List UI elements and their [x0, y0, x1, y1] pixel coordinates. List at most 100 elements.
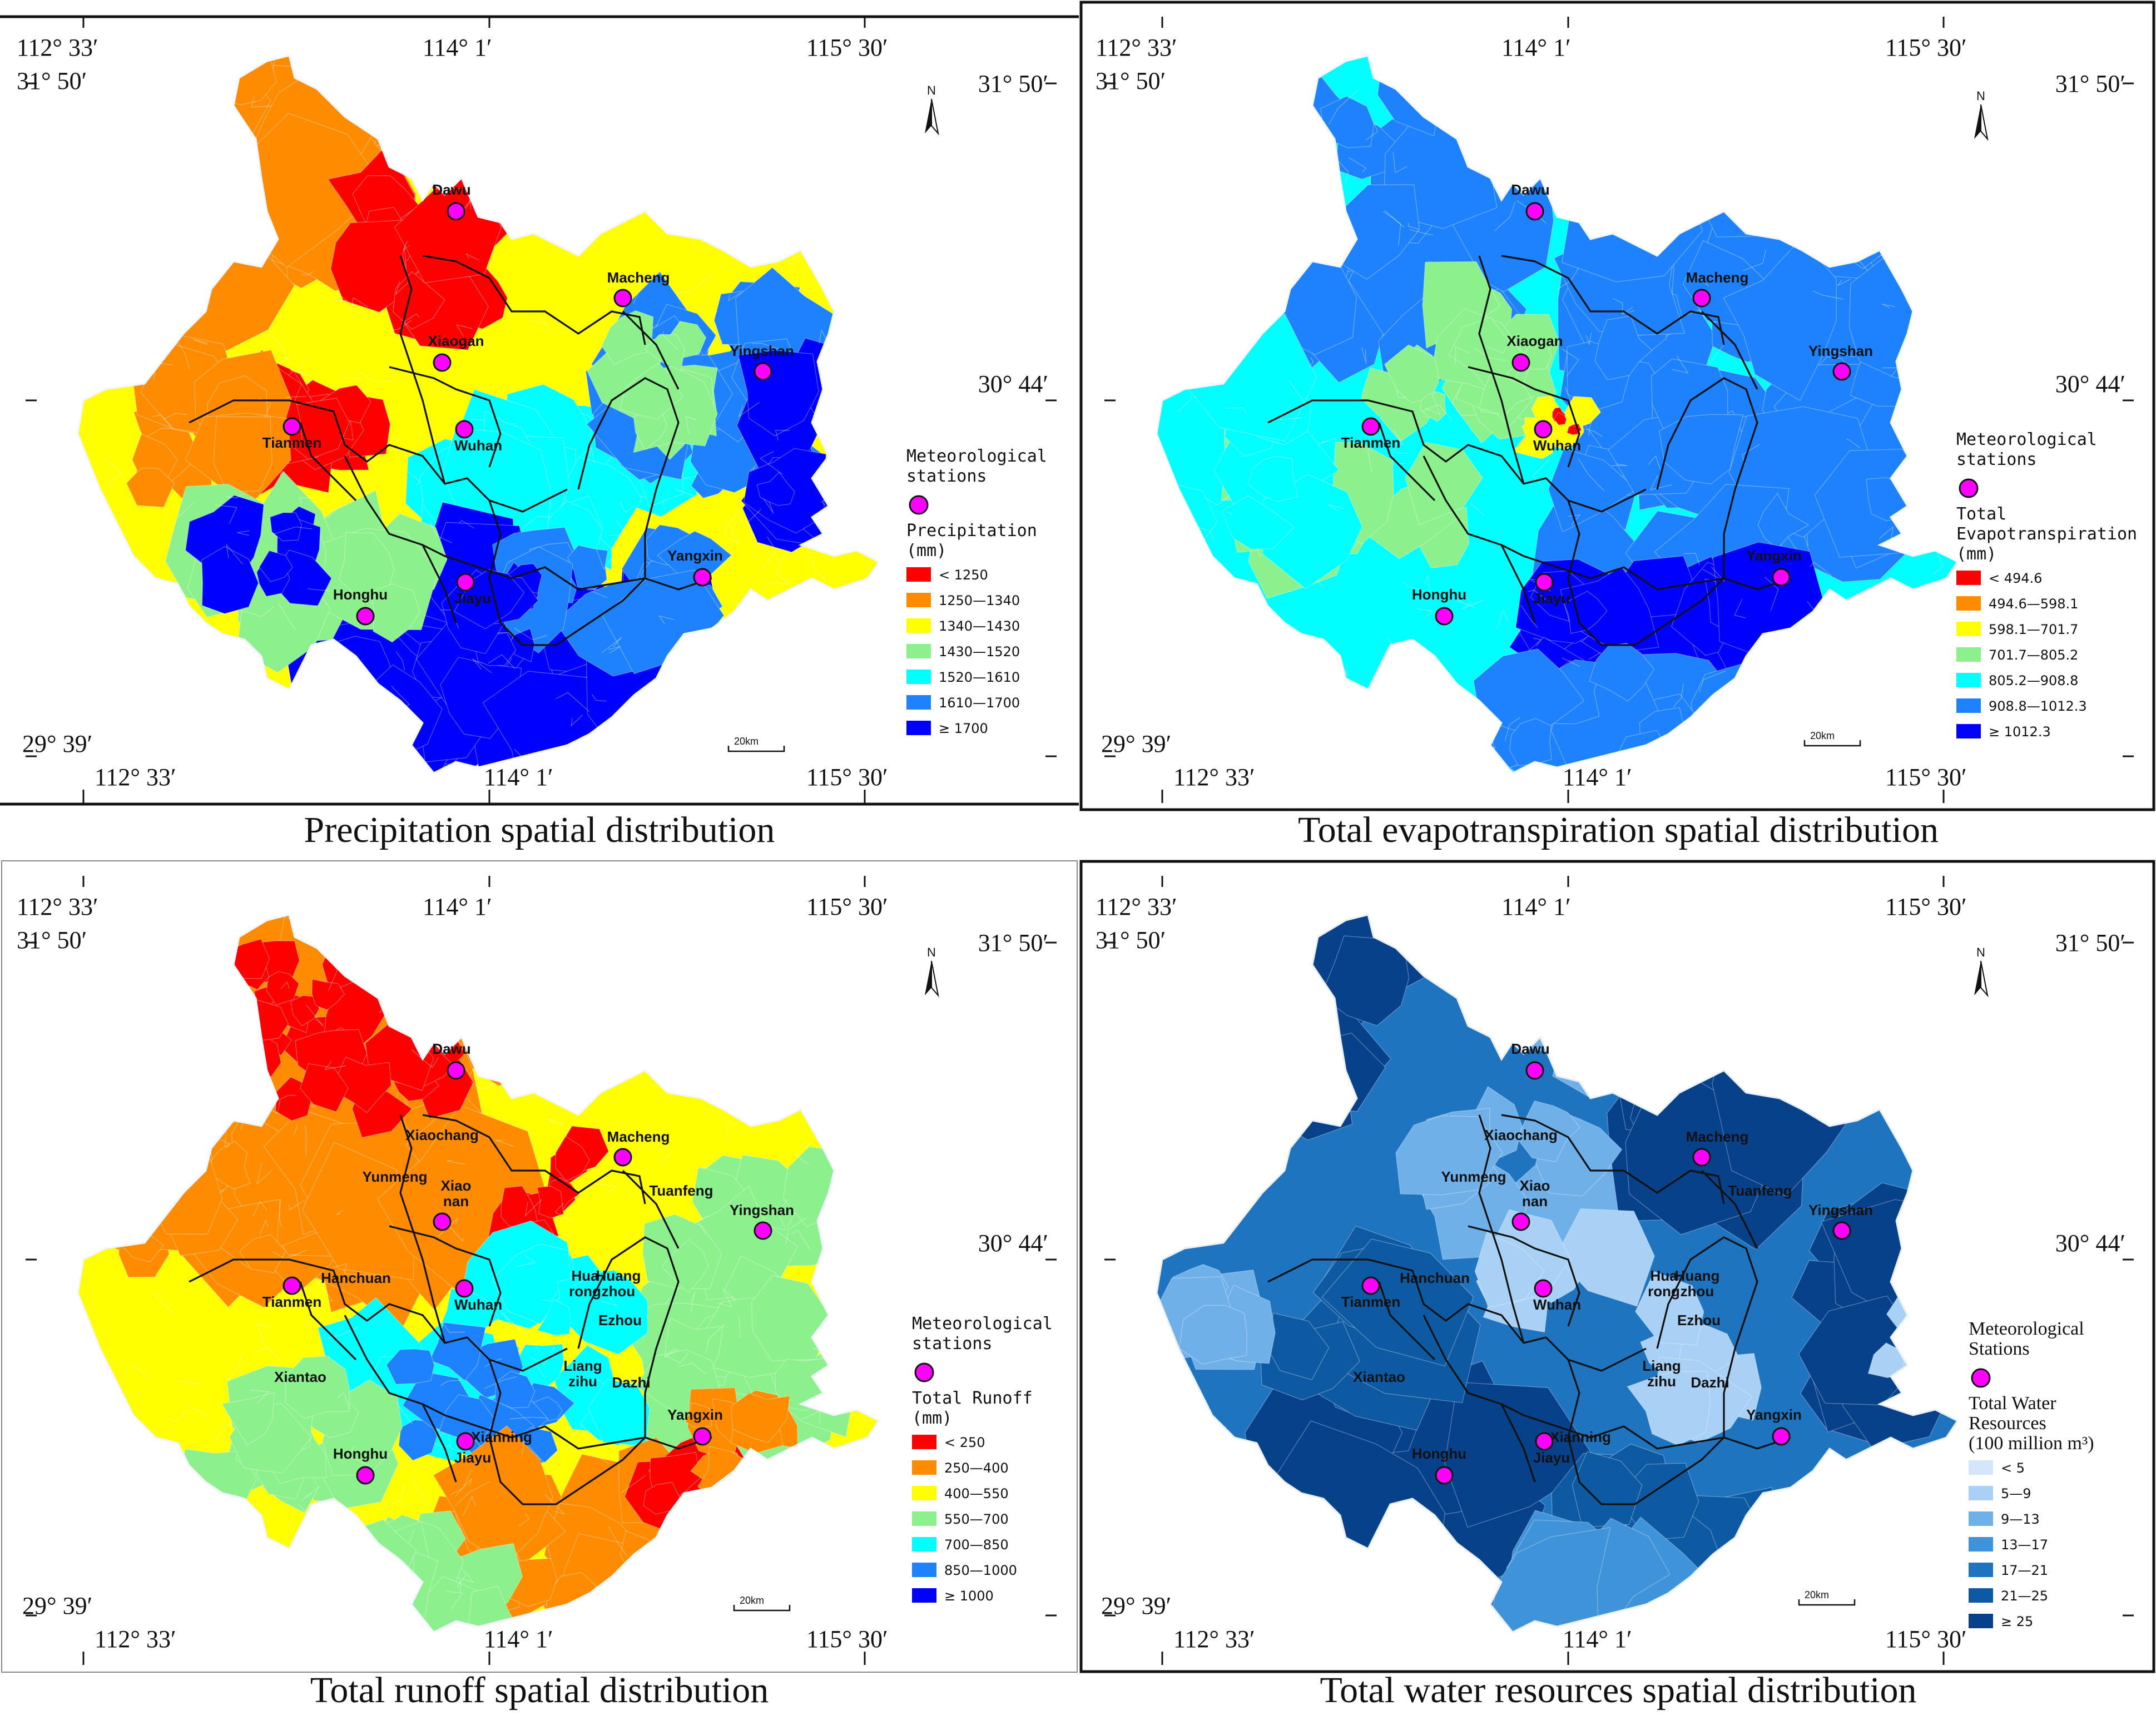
station-legend-marker	[909, 495, 929, 515]
station-marker	[1772, 568, 1791, 587]
legend-item-label: < 250	[944, 1435, 985, 1450]
lat-mid-right-label: 30° 44′	[978, 370, 1048, 398]
station-marker	[1525, 202, 1544, 221]
lat-north-right-label: 31° 50′	[978, 929, 1048, 956]
lon-mid-top-label: 114° 1′	[423, 34, 492, 61]
station-marker	[447, 202, 465, 221]
lon-east-top-label: 115° 30′	[1885, 893, 1967, 920]
basin-map	[77, 54, 880, 774]
station-marker	[754, 362, 772, 381]
legend-item-label: 1340—1430	[939, 618, 1020, 634]
station-label: Honghu	[1412, 1445, 1466, 1462]
legend-swatch	[912, 1537, 936, 1551]
legend-title: (mm)	[912, 1409, 952, 1428]
legend-swatch	[1969, 1486, 1993, 1500]
north-arrow-icon	[925, 960, 939, 998]
legend-swatch	[912, 1563, 936, 1577]
north-arrow-icon	[1974, 104, 1989, 141]
station-marker	[433, 353, 452, 372]
legend-item-label: 494.6—598.1	[1989, 596, 2078, 612]
runoff-map: 112° 33′ 114° 1′ 115° 30′ 112° 33′ 114° 1′ 11…	[1, 860, 1078, 1673]
county-label: Ezhou	[598, 1312, 642, 1329]
legend-swatch	[1969, 1588, 1993, 1603]
station-label: Xiao nan	[1520, 1177, 1550, 1210]
station-marker	[1692, 289, 1711, 308]
map-frame	[1, 860, 1078, 1673]
lat-south-left-label: 29° 39′	[22, 730, 92, 757]
county-label: Hanchuan	[321, 1270, 391, 1286]
legend-title: Total Runoff	[912, 1389, 1033, 1408]
legend-item-label: 1610—1700	[939, 695, 1020, 711]
station-marker	[456, 1432, 475, 1451]
station-label: Yingshan	[1808, 343, 1873, 359]
lat-north-left-label: 31° 50′	[17, 926, 87, 954]
station-label: Wuhan	[1533, 437, 1581, 454]
scale-bar	[733, 1605, 791, 1612]
county-label: Xiantao	[274, 1369, 326, 1385]
legend-swatch	[906, 593, 931, 607]
district-boundaries	[189, 255, 712, 646]
water-resources-caption: Total water resources spatial distributi…	[1320, 1670, 1917, 1711]
legend-swatch	[1969, 1460, 1993, 1475]
lon-east-top-label: 115° 30′	[806, 34, 888, 61]
station-marker	[1772, 1427, 1791, 1446]
legend-swatch	[912, 1435, 936, 1449]
north-arrow-icon	[1974, 960, 1989, 998]
lon-east-bottom-label: 115° 30′	[1885, 1625, 1967, 1653]
legend-swatch	[906, 618, 931, 633]
station-marker	[356, 1466, 375, 1485]
scale-label: 20km	[734, 736, 759, 747]
station-marker	[1534, 1279, 1553, 1298]
water-resources-map: 112° 33′ 114° 1′ 115° 30′ 112° 33′ 114° 1′ 11…	[1079, 860, 2155, 1673]
legend-item-label: ≥ 1012.3	[1989, 724, 2051, 740]
station-label: Yingshan	[730, 1202, 794, 1218]
lon-west-top-label: 112° 33′	[1096, 893, 1177, 920]
station-marker	[693, 1427, 712, 1446]
legend-swatch	[906, 567, 931, 582]
legend-item-label: 908.8—1012.3	[1989, 698, 2087, 714]
lon-mid-bottom-label: 114° 1′	[484, 764, 553, 791]
station-label: Macheng	[1686, 269, 1749, 286]
station-marker	[282, 1276, 301, 1295]
legend-swatch	[912, 1486, 936, 1500]
lon-mid-top-label: 114° 1′	[423, 893, 492, 920]
station-legend-marker	[914, 1362, 934, 1382]
lon-mid-top-label: 114° 1′	[1501, 893, 1571, 920]
north-label: N	[927, 83, 936, 97]
legend-item-label: < 494.6	[1989, 571, 2042, 586]
lon-mid-bottom-label: 114° 1′	[1563, 764, 1632, 791]
legend-item-label: ≥ 1700	[939, 721, 988, 736]
county-label: Tuanfeng	[1728, 1182, 1792, 1199]
stations-legend-title: stations	[1956, 450, 2037, 469]
county-label: Xiaochang	[405, 1127, 478, 1143]
scale-label: 20km	[740, 1595, 764, 1606]
lon-west-bottom-label: 112° 33′	[1173, 764, 1255, 791]
station-label: Wuhan	[1533, 1296, 1581, 1313]
precipitation-caption: Precipitation spatial distribution	[304, 810, 775, 850]
legend-swatch	[906, 670, 931, 684]
legend-swatch	[1956, 698, 1981, 713]
station-label: Jiayu	[454, 590, 492, 607]
legend-item-label: 250—400	[944, 1460, 1009, 1476]
station-label: Dawu	[1511, 1040, 1549, 1057]
county-label: Xiantao	[1353, 1369, 1405, 1385]
lon-east-top-label: 115° 30′	[1885, 34, 1967, 61]
legend-item-label: 1430—1520	[939, 644, 1020, 660]
legend-title: (mm)	[1956, 544, 1996, 564]
station-marker	[1511, 1212, 1530, 1231]
scale-bar	[1803, 740, 1861, 747]
legend-swatch	[1956, 622, 1981, 636]
legend-item-label: 805.2—908.8	[1989, 673, 2078, 688]
lon-west-bottom-label: 112° 33′	[95, 1625, 176, 1653]
station-marker	[1535, 573, 1554, 592]
station-label: Jiayu	[1533, 590, 1570, 607]
lon-east-bottom-label: 115° 30′	[1885, 764, 1967, 791]
legend-item-label: < 5	[2001, 1460, 2025, 1476]
legend-item-label: 850—1000	[944, 1563, 1017, 1578]
legend-swatch	[1956, 724, 1981, 738]
legend-item-label: 550—700	[944, 1511, 1009, 1527]
stations-legend-title: Meteorological	[906, 447, 1047, 466]
north-label: N	[927, 945, 936, 959]
basin-map	[1156, 54, 1959, 774]
legend-swatch	[1969, 1511, 1993, 1526]
